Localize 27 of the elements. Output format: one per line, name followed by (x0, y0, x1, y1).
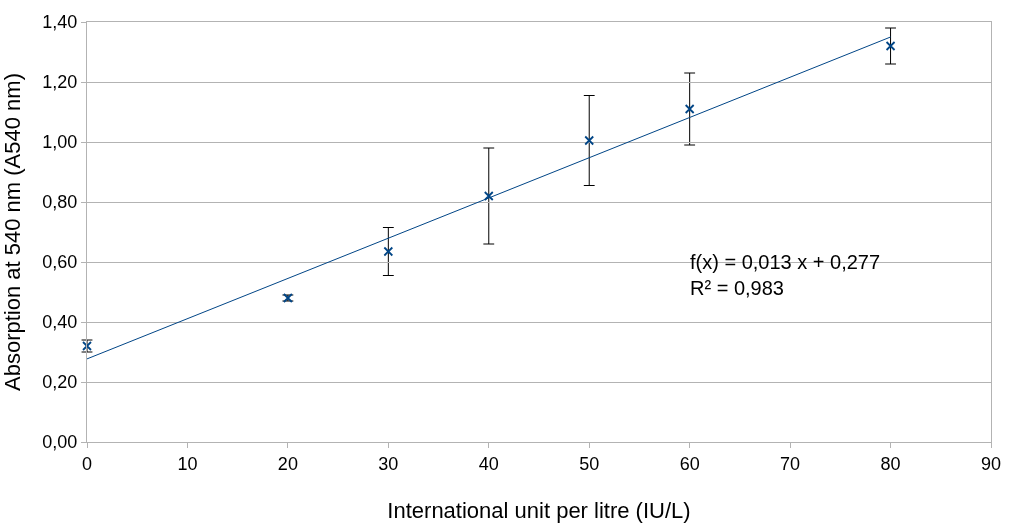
x-tick-label: 40 (478, 453, 499, 474)
point (885, 41, 896, 51)
annotation: f(x) = 0,013 x + 0,277 R² = 0,983 (690, 251, 881, 299)
x-tick-label: 20 (277, 453, 298, 474)
x-tick-label: 0 (81, 453, 93, 474)
y-tick-label: 1,00 (42, 132, 78, 153)
x-tick-label: 80 (880, 453, 901, 474)
point (483, 191, 494, 201)
x-tick-label: 30 (378, 453, 399, 474)
x-tick-label: 10 (177, 453, 198, 474)
y-tick-label: 0,60 (42, 252, 78, 273)
x-tick-label: 60 (679, 453, 700, 474)
x-tick-label: 70 (780, 453, 801, 474)
x-tick-label: 90 (980, 453, 1002, 474)
point (684, 104, 695, 114)
y-tick-label: 0,40 (42, 312, 78, 333)
y-axis-title: Absorption at 540 nm (A540 nm) (0, 73, 26, 391)
y-tick-label: 1,40 (42, 12, 78, 33)
y-tick-label: 0,20 (42, 372, 78, 393)
point (584, 135, 595, 146)
x-axis-title: International unit per litre (IU/L) (387, 498, 691, 524)
y-tick-label: 0,80 (42, 192, 78, 213)
y-tick-label: 0,00 (42, 432, 78, 453)
point (383, 246, 394, 257)
y-tick-label: 1,20 (42, 72, 78, 93)
point (82, 341, 92, 351)
x-tick-label: 50 (579, 453, 600, 474)
